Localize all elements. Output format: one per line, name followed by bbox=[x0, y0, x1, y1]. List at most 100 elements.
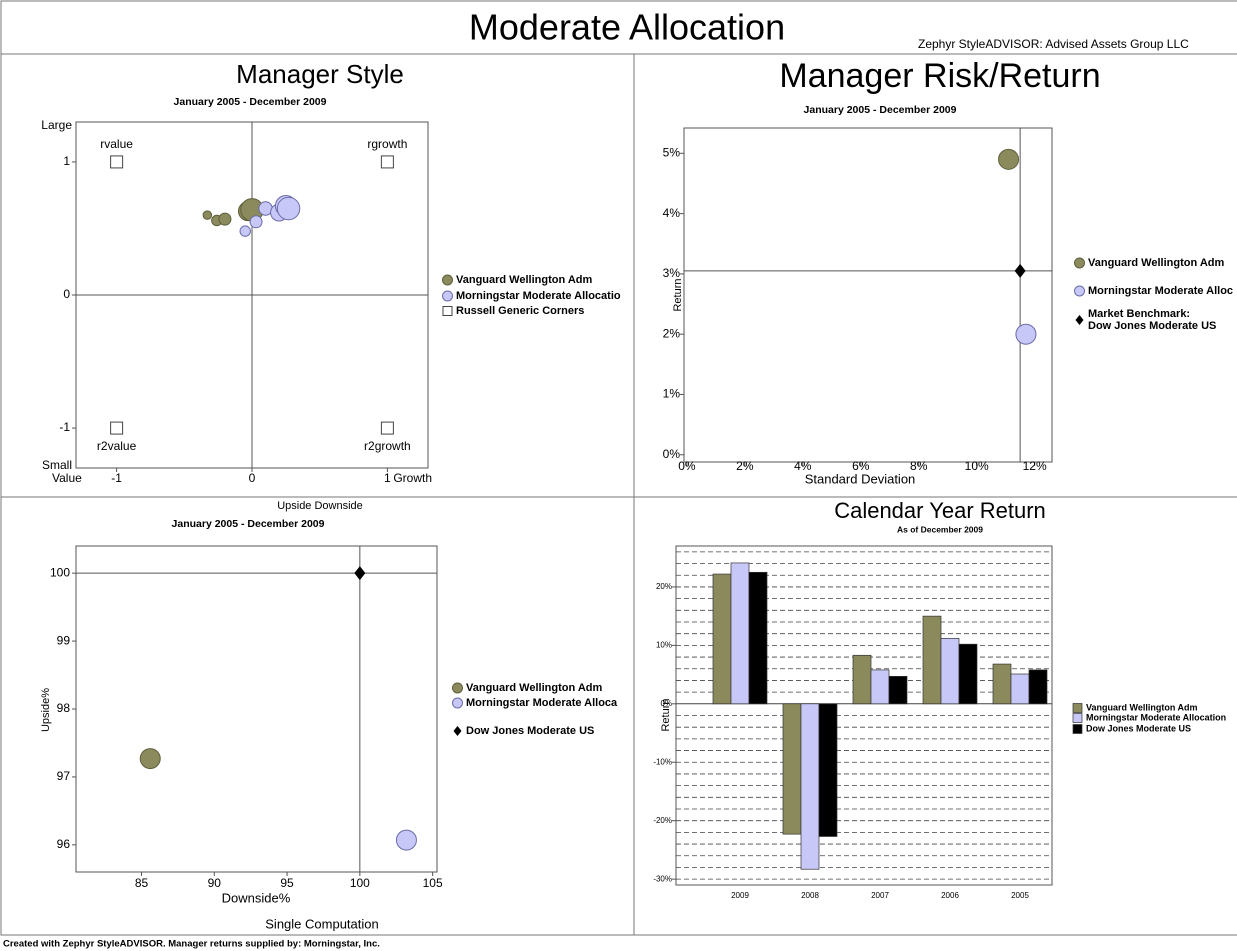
legend-swatch bbox=[1074, 285, 1085, 297]
point bbox=[110, 155, 124, 169]
x-tick-label: 0 bbox=[249, 471, 256, 485]
legend-label: Vanguard Wellington Adm bbox=[466, 682, 603, 694]
y-tick-label: 97 bbox=[57, 769, 71, 783]
bar bbox=[870, 669, 890, 705]
y-tick-label: -20% bbox=[653, 816, 672, 825]
y-axis-label: Upside% bbox=[40, 688, 52, 732]
x-tick-label: 2008 bbox=[801, 891, 819, 900]
bar bbox=[888, 675, 908, 705]
x-tick-label: 1 bbox=[384, 471, 391, 485]
x-tick-label: 90 bbox=[208, 876, 222, 890]
y-tick-label: 99 bbox=[57, 633, 71, 647]
x-tick-label: 85 bbox=[135, 876, 149, 890]
x-tick-label: 0% bbox=[678, 459, 696, 473]
legend-swatch bbox=[442, 306, 453, 316]
chart-title: Upside Downside bbox=[277, 500, 363, 512]
x-tick-label: 2006 bbox=[941, 891, 959, 900]
chart-title: Manager Style bbox=[236, 59, 404, 89]
x-tick-label: 8% bbox=[910, 459, 928, 473]
point-label: rgrowth bbox=[367, 137, 407, 151]
x-axis-label: Downside% bbox=[222, 890, 291, 905]
y-tick-label: 4% bbox=[663, 206, 681, 220]
legend-label: Dow Jones Moderate US bbox=[1088, 320, 1216, 332]
y-tick-label: -1 bbox=[59, 420, 70, 434]
legend-label: Russell Generic Corners bbox=[456, 305, 584, 317]
y-tick-label: 0% bbox=[663, 447, 681, 461]
y-tick-label: 1% bbox=[663, 387, 681, 401]
bar bbox=[730, 562, 750, 705]
bar bbox=[958, 643, 978, 705]
y-tick-label: 20% bbox=[656, 582, 672, 591]
legend-label: Morningstar Moderate Alloc bbox=[1088, 285, 1233, 297]
legend-swatch bbox=[452, 697, 463, 709]
legend-swatch bbox=[1075, 315, 1084, 325]
chart-subtitle: January 2005 - December 2009 bbox=[174, 96, 327, 108]
point-label: r2growth bbox=[364, 439, 411, 453]
y-tick-label: 0% bbox=[660, 699, 672, 708]
y-tick-label: 10% bbox=[656, 640, 672, 649]
legend-label: Morningstar Moderate Alloca bbox=[466, 697, 618, 709]
point bbox=[1014, 263, 1026, 278]
legend-swatch bbox=[1074, 257, 1085, 269]
point bbox=[202, 210, 213, 220]
chart-title: Manager Risk/Return bbox=[779, 57, 1100, 95]
legend-swatch bbox=[453, 726, 462, 736]
bar bbox=[1028, 669, 1048, 705]
chart-subtitle: As of December 2009 bbox=[897, 524, 983, 534]
y-tick-label: 100 bbox=[50, 565, 70, 579]
point bbox=[139, 748, 161, 770]
x-tick-label: 105 bbox=[423, 876, 443, 890]
x-tick-label: -1 bbox=[111, 471, 122, 485]
legend-label: Vanguard Wellington Adm bbox=[1086, 702, 1198, 712]
legend-label: Vanguard Wellington Adm bbox=[1088, 257, 1225, 269]
chart-subtitle: January 2005 - December 2009 bbox=[804, 104, 957, 116]
note: Single Computation bbox=[265, 916, 378, 931]
point bbox=[1015, 323, 1037, 345]
page-title: Moderate Allocation bbox=[469, 7, 785, 48]
point bbox=[110, 421, 124, 435]
x-tick-label: 4% bbox=[794, 459, 812, 473]
bar bbox=[782, 703, 802, 835]
legend-label: Dow Jones Moderate US bbox=[1086, 723, 1191, 733]
footer: Created with Zephyr StyleADVISOR. Manage… bbox=[3, 939, 380, 950]
y-tick-label: -10% bbox=[653, 757, 672, 766]
point-label: rvalue bbox=[100, 137, 133, 151]
point bbox=[380, 421, 394, 435]
chart-subtitle: January 2005 - December 2009 bbox=[172, 518, 325, 530]
x-tick-label: 95 bbox=[280, 876, 294, 890]
axis-label: Value bbox=[52, 471, 82, 485]
y-tick-label: 0 bbox=[63, 287, 70, 301]
point-label: r2value bbox=[97, 439, 137, 453]
plot-area bbox=[75, 545, 438, 873]
legend-heading: Market Benchmark: bbox=[1088, 308, 1190, 320]
bar bbox=[922, 615, 942, 705]
bar bbox=[1010, 673, 1030, 705]
x-tick-label: 2005 bbox=[1011, 891, 1029, 900]
legend-label: Dow Jones Moderate US bbox=[466, 725, 594, 737]
point bbox=[249, 215, 263, 229]
x-axis-label: Standard Deviation bbox=[805, 471, 916, 486]
axis-label: Large bbox=[41, 118, 72, 132]
legend-swatch bbox=[1072, 713, 1083, 723]
point bbox=[354, 566, 366, 581]
y-tick-label: 3% bbox=[663, 266, 681, 280]
bar bbox=[992, 663, 1012, 705]
x-tick-label: 10% bbox=[965, 459, 989, 473]
axis-label: Small bbox=[42, 458, 72, 472]
legend-label: Vanguard Wellington Adm bbox=[456, 274, 593, 286]
bar bbox=[818, 703, 838, 837]
y-tick-label: 98 bbox=[57, 701, 71, 715]
axis-label: Growth bbox=[393, 471, 432, 485]
page-subtitle: Zephyr StyleADVISOR: Advised Assets Grou… bbox=[918, 37, 1189, 51]
legend-swatch bbox=[1072, 724, 1083, 734]
legend-label: Morningstar Moderate Allocatio bbox=[456, 290, 621, 302]
x-tick-label: 2009 bbox=[731, 891, 749, 900]
legend-label: Morningstar Moderate Allocation bbox=[1086, 712, 1226, 722]
point bbox=[395, 829, 417, 851]
y-tick-label: 2% bbox=[663, 326, 681, 340]
point bbox=[218, 212, 232, 226]
legend-swatch bbox=[1072, 703, 1083, 713]
x-tick-label: 2% bbox=[736, 459, 754, 473]
